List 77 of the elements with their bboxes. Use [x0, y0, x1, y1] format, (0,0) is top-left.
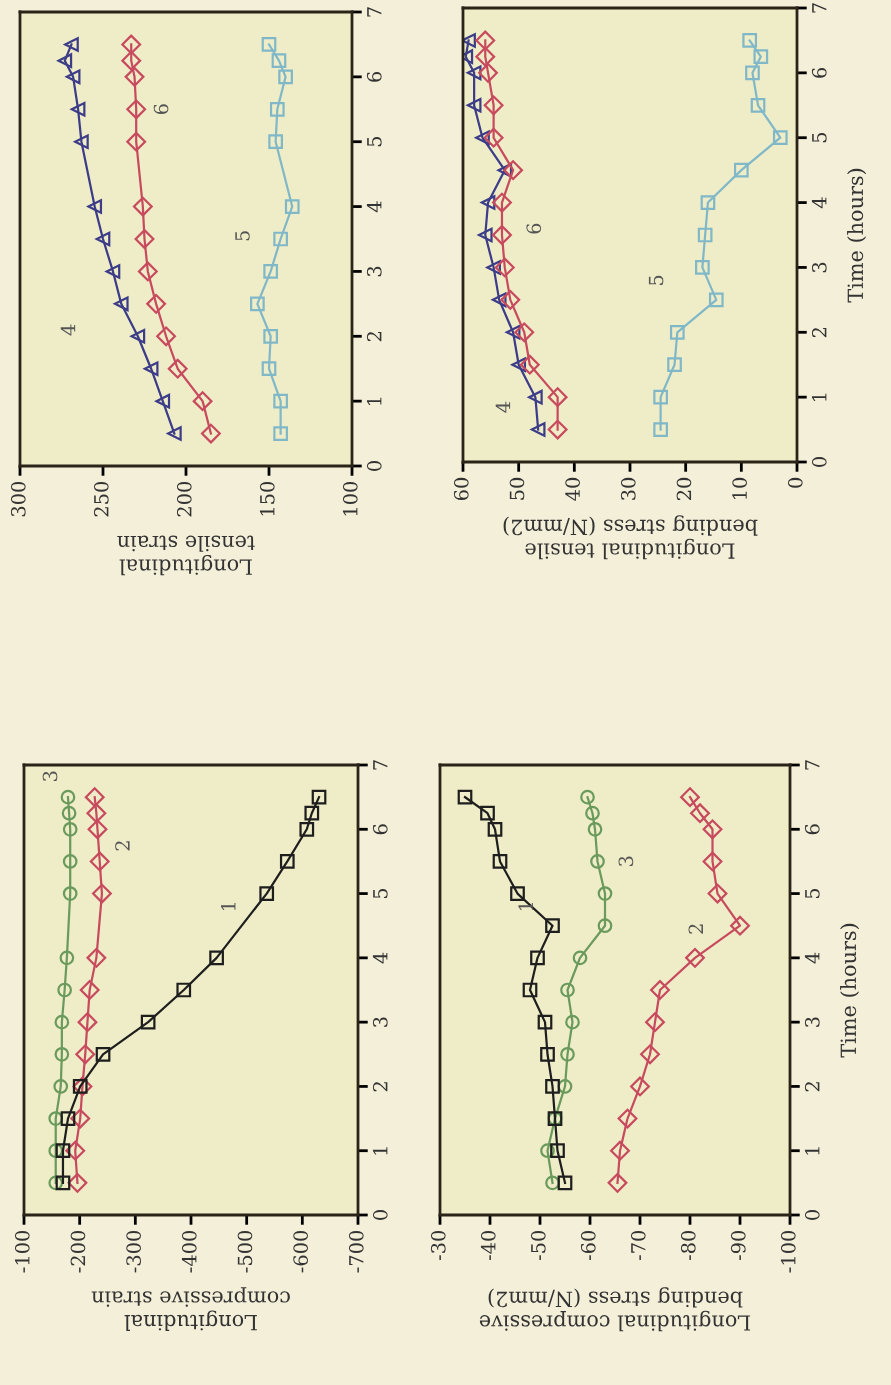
y-tick-label: 5	[367, 137, 382, 147]
annotation: 4	[495, 401, 511, 413]
y-tick-label: 1	[372, 1147, 388, 1155]
y-tick-label: 2	[372, 1082, 388, 1092]
x-tick-label: -700	[348, 1230, 364, 1273]
y-tick-label: 6	[811, 67, 827, 78]
y-tick-label: 7	[812, 3, 827, 13]
y-tick-label: 7	[805, 760, 820, 770]
y-tick-label: 5	[812, 133, 827, 143]
y-tick-label: 3	[366, 266, 382, 277]
x-tick-label: 150	[259, 481, 275, 516]
y-tick-label: 0	[804, 1210, 820, 1220]
annotation: 1	[221, 902, 236, 911]
x-tick-label: -80	[680, 1230, 696, 1261]
annotation: 6	[526, 223, 542, 234]
x-tick-label: -50	[530, 1230, 546, 1261]
annotation: 2	[115, 841, 130, 851]
x-axis-title: Longitudinal tensile strain	[117, 535, 255, 576]
y-tick-label: 6	[366, 71, 382, 82]
x-axis-title: Longitudinal tensile bending stress (N/mm2)	[503, 515, 758, 560]
y-tick-label: 7	[367, 7, 382, 17]
y-tick-label: 5	[805, 888, 820, 899]
y-tick-label: 4	[366, 201, 382, 213]
x-tick-label: -200	[70, 1230, 86, 1273]
x-tick-label: -90	[730, 1230, 746, 1261]
x-tick-label: -400	[181, 1230, 197, 1273]
y-tick-label: 4	[804, 952, 820, 964]
y-tick-label: 3	[811, 262, 827, 273]
y-tick-label: 5	[373, 888, 388, 899]
x-tick-label: 50	[509, 477, 525, 500]
y-tick-label: 0	[811, 457, 827, 467]
annotation: 2	[688, 924, 703, 934]
y-tick-label: 4	[811, 197, 827, 209]
x-axis-title: Longitudinal compressive bending stress (N/mm2)	[479, 1287, 751, 1332]
annotation: 5	[235, 231, 250, 241]
x-tick-label: 0	[787, 477, 803, 488]
x-tick-label: -40	[480, 1230, 496, 1261]
x-tick-label: -60	[580, 1230, 596, 1261]
y-tick-label: 0	[372, 1210, 388, 1220]
x-tick-label: 60	[453, 477, 469, 501]
x-axis-title: Longitudinal compressive strain	[91, 1287, 290, 1331]
x-tick-label: 10	[732, 477, 747, 499]
x-tick-label: 250	[93, 481, 109, 517]
annotation: 3	[618, 856, 634, 866]
y-tick-label: 2	[366, 332, 382, 342]
x-tick-label: 20	[676, 477, 692, 501]
x-tick-label: 30	[620, 477, 636, 500]
x-tick-label: 40	[565, 477, 580, 501]
x-tick-label: -300	[126, 1230, 141, 1273]
y-tick-label: 3	[372, 1017, 388, 1027]
x-tick-label: -70	[630, 1230, 646, 1261]
x-tick-label: 100	[342, 481, 358, 516]
annotation: 6	[153, 104, 169, 115]
y-tick-label: 2	[811, 328, 827, 338]
annotation: 1	[518, 902, 533, 911]
y-axis-title: Time (hours)	[840, 923, 860, 1058]
y-tick-label: 7	[373, 760, 388, 770]
y-tick-label: 6	[804, 824, 820, 835]
y-tick-label: 3	[804, 1017, 820, 1027]
x-tick-label: -500	[237, 1230, 253, 1273]
y-tick-label: 1	[804, 1147, 820, 1155]
y-axis-title: Time (hours)	[847, 168, 867, 303]
annotation: 4	[60, 324, 76, 336]
y-tick-label: 2	[804, 1082, 820, 1092]
x-tick-label: -600	[293, 1230, 308, 1273]
x-tick-label: 300	[10, 481, 26, 517]
x-tick-label: 200	[176, 481, 192, 517]
y-tick-label: 4	[372, 952, 388, 964]
x-tick-label: -100	[14, 1230, 30, 1273]
y-tick-label: 0	[366, 461, 382, 471]
y-tick-label: 1	[811, 393, 827, 401]
y-tick-label: 6	[372, 824, 388, 835]
x-tick-label: -30	[430, 1230, 446, 1261]
annotation: 3	[42, 771, 58, 781]
annotation: 5	[648, 275, 664, 285]
x-tick-label: -100	[780, 1230, 796, 1273]
y-tick-label: 1	[366, 397, 382, 405]
